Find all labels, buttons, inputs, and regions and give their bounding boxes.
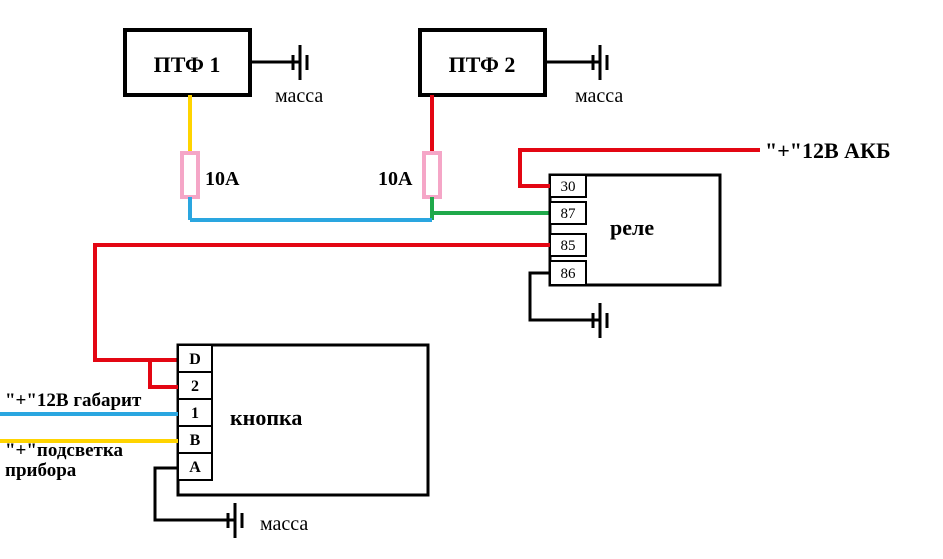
- wire-green-to-relay87: [432, 213, 550, 220]
- akb-label: "+"12В АКБ: [765, 138, 891, 163]
- button-pin-A-label: A: [189, 459, 201, 476]
- podsvet-label2: прибора: [5, 460, 77, 481]
- relay-pin-30-label: 30: [561, 179, 576, 195]
- button-label: кнопка: [230, 405, 302, 430]
- button-pin-2-label: 2: [191, 378, 199, 395]
- button-ground-label: масса: [260, 513, 308, 535]
- relay-pin-86-label: 86: [561, 266, 577, 282]
- button-pin-1-label: 1: [191, 405, 199, 422]
- fuse2-label: 10А: [378, 168, 413, 190]
- button-pin-B-label: B: [190, 432, 201, 449]
- fuse2-body: [424, 153, 440, 197]
- ptf2-label: ПТФ 2: [449, 52, 516, 77]
- relay-pin-85-label: 85: [561, 238, 576, 254]
- relay-pin-87-label: 87: [561, 206, 577, 222]
- ptf1-label: ПТФ 1: [154, 52, 221, 77]
- wiring-diagram: ПТФ 1 масса ПТФ 2 масса 10А 10А 30 87 85…: [0, 0, 943, 559]
- fuse1-body: [182, 153, 198, 197]
- button-pin-D-label: D: [189, 351, 201, 368]
- wire-relay85-buttonD: [95, 245, 550, 360]
- relay-label: реле: [610, 215, 654, 240]
- wire-button2-red: [150, 360, 178, 387]
- gabarit-label: "+"12В габарит: [5, 390, 142, 411]
- fuse1-label: 10А: [205, 168, 240, 190]
- podsvet-label1: "+"подсветка: [5, 440, 124, 461]
- button-box: [178, 345, 428, 495]
- ptf2-ground-label: масса: [575, 85, 623, 107]
- ptf1-ground-label: масса: [275, 85, 323, 107]
